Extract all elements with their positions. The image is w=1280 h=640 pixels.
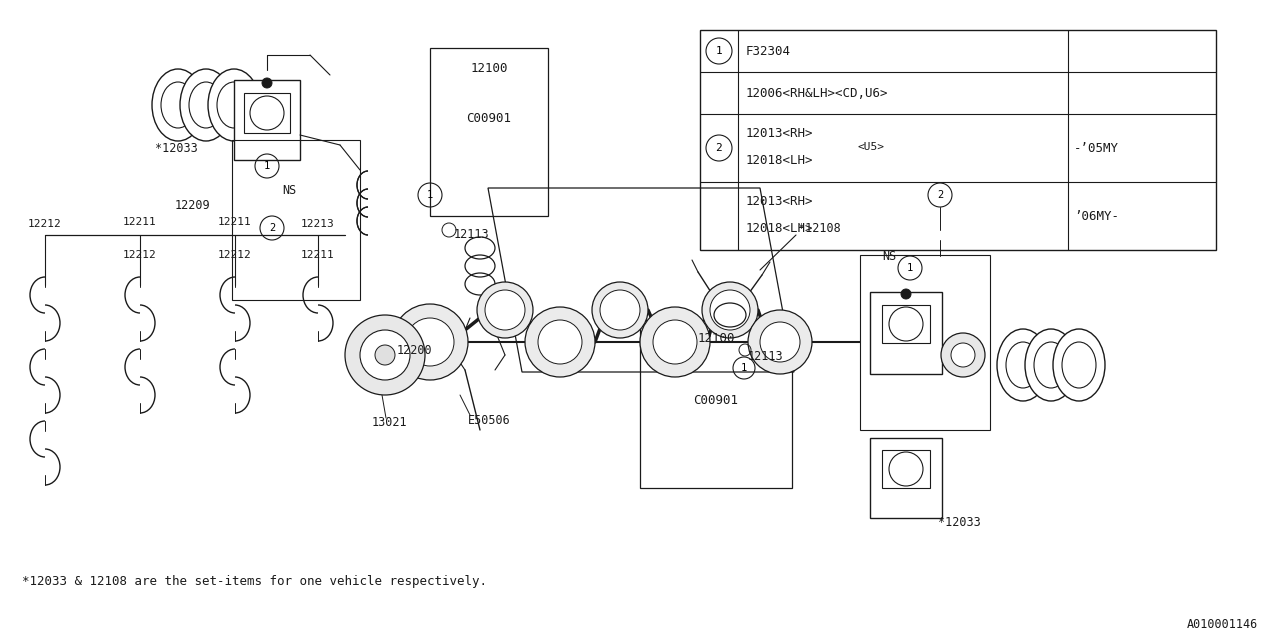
- Text: 1: 1: [906, 263, 913, 273]
- Text: 12211: 12211: [301, 250, 335, 260]
- Text: E50506: E50506: [468, 413, 511, 426]
- Bar: [870, 438, 942, 518]
- Text: 2: 2: [269, 223, 275, 233]
- Ellipse shape: [189, 82, 223, 128]
- Text: *12108: *12108: [797, 221, 841, 234]
- Circle shape: [748, 310, 812, 374]
- Ellipse shape: [1034, 342, 1068, 388]
- Ellipse shape: [180, 69, 232, 141]
- Text: 12100: 12100: [698, 332, 735, 344]
- Text: 12018<LH>: 12018<LH>: [746, 154, 814, 167]
- Circle shape: [640, 307, 710, 377]
- Text: <U5>: <U5>: [858, 141, 884, 152]
- Circle shape: [653, 320, 698, 364]
- Ellipse shape: [1006, 342, 1039, 388]
- Bar: [234, 80, 300, 160]
- Circle shape: [250, 96, 284, 130]
- Bar: [860, 255, 989, 430]
- Text: C00901: C00901: [466, 111, 512, 125]
- Circle shape: [375, 345, 396, 365]
- Ellipse shape: [161, 82, 195, 128]
- Text: C00901: C00901: [694, 394, 739, 406]
- Ellipse shape: [207, 69, 260, 141]
- Text: 1: 1: [716, 46, 722, 56]
- Circle shape: [600, 290, 640, 330]
- Text: 12211: 12211: [218, 217, 252, 227]
- Ellipse shape: [152, 69, 204, 141]
- Ellipse shape: [997, 329, 1050, 401]
- Ellipse shape: [218, 82, 251, 128]
- Circle shape: [901, 289, 911, 299]
- Circle shape: [951, 343, 975, 367]
- Circle shape: [485, 290, 525, 330]
- Text: 12013<RH>: 12013<RH>: [746, 127, 814, 140]
- Text: F32304: F32304: [746, 45, 791, 58]
- Circle shape: [360, 330, 410, 380]
- Text: 12209: 12209: [175, 198, 211, 211]
- Circle shape: [701, 282, 758, 338]
- Text: 12200: 12200: [397, 344, 433, 356]
- Text: 1: 1: [426, 190, 433, 200]
- Circle shape: [941, 333, 986, 377]
- Ellipse shape: [1053, 329, 1105, 401]
- Text: 12212: 12212: [28, 219, 61, 229]
- Ellipse shape: [1062, 342, 1096, 388]
- Circle shape: [890, 452, 923, 486]
- Circle shape: [525, 307, 595, 377]
- Bar: [700, 30, 1216, 250]
- Bar: [430, 48, 548, 216]
- Bar: [640, 320, 792, 488]
- Circle shape: [760, 322, 800, 362]
- Text: 12013<RH>: 12013<RH>: [746, 195, 814, 207]
- Text: 12113: 12113: [454, 227, 490, 241]
- Circle shape: [346, 315, 425, 395]
- Text: 12018<LH>: 12018<LH>: [746, 221, 814, 235]
- Circle shape: [406, 318, 454, 366]
- Circle shape: [538, 320, 582, 364]
- Text: 12211: 12211: [123, 217, 157, 227]
- Circle shape: [477, 282, 532, 338]
- Circle shape: [591, 282, 648, 338]
- Text: 1: 1: [264, 161, 270, 171]
- Text: 13021: 13021: [372, 415, 407, 429]
- Text: -’05MY: -’05MY: [1074, 141, 1119, 154]
- Circle shape: [392, 304, 468, 380]
- Text: 12212: 12212: [123, 250, 157, 260]
- Text: *12033: *12033: [155, 141, 197, 154]
- Text: 2: 2: [716, 143, 722, 153]
- Text: A010001146: A010001146: [1187, 618, 1258, 632]
- Bar: [244, 93, 291, 133]
- Circle shape: [890, 307, 923, 341]
- Text: 12212: 12212: [218, 250, 252, 260]
- Bar: [882, 305, 931, 343]
- Text: *12033: *12033: [938, 515, 980, 529]
- Text: 12113: 12113: [748, 349, 783, 362]
- Text: *12033 & 12108 are the set-items for one vehicle respectively.: *12033 & 12108 are the set-items for one…: [22, 575, 486, 589]
- Bar: [232, 140, 360, 300]
- Text: ’06MY-: ’06MY-: [1074, 209, 1119, 223]
- Text: 12006<RH&LH><CD,U6>: 12006<RH&LH><CD,U6>: [746, 86, 888, 99]
- Text: 12100: 12100: [470, 61, 508, 74]
- Circle shape: [262, 78, 273, 88]
- Bar: [870, 292, 942, 374]
- Text: NS: NS: [282, 184, 296, 196]
- Text: NS: NS: [882, 250, 896, 262]
- Text: 2: 2: [937, 190, 943, 200]
- Circle shape: [710, 290, 750, 330]
- Ellipse shape: [1025, 329, 1076, 401]
- Bar: [882, 450, 931, 488]
- Text: 1: 1: [741, 363, 748, 373]
- Text: 12213: 12213: [301, 219, 335, 229]
